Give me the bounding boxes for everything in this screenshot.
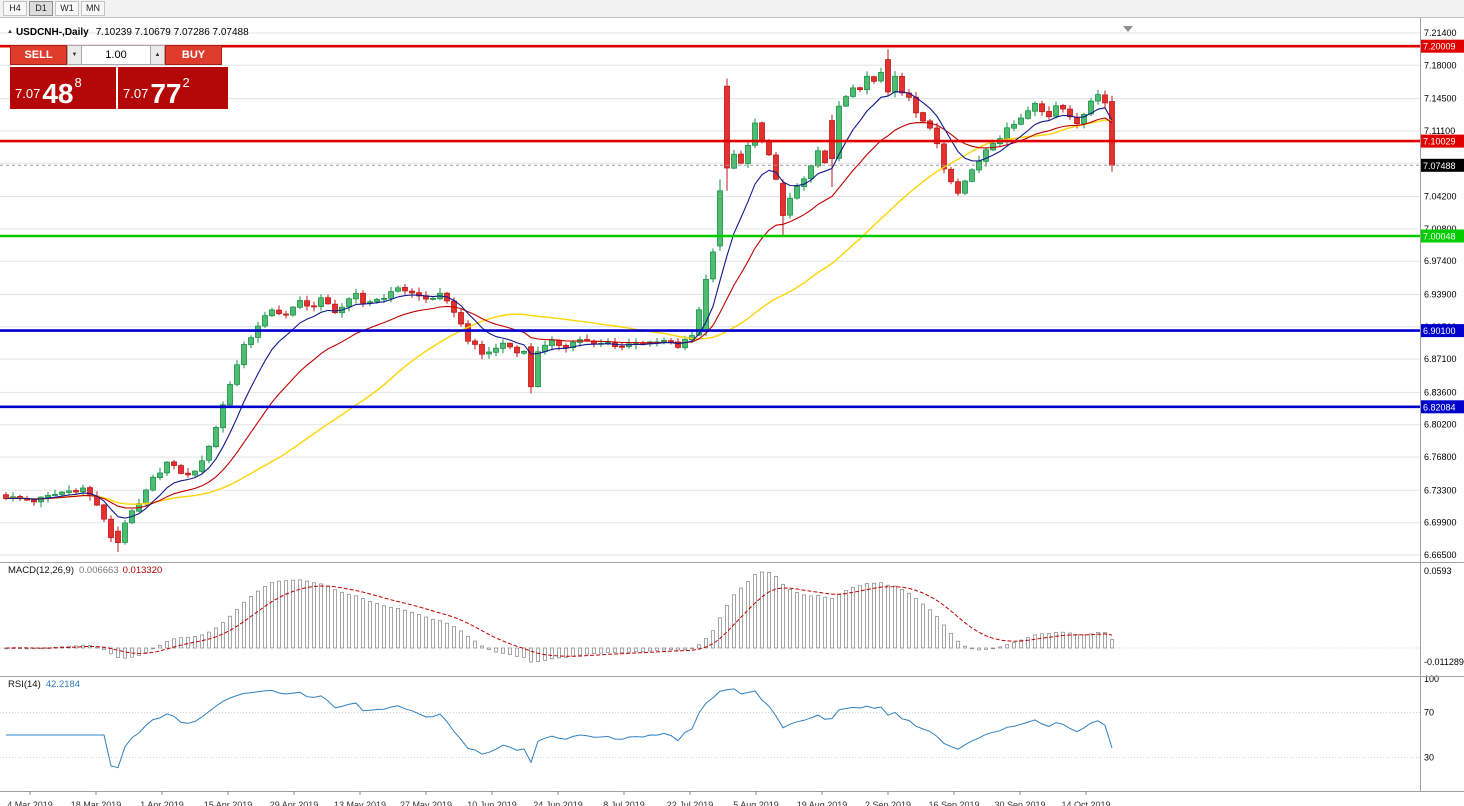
svg-text:15 Apr 2019: 15 Apr 2019 bbox=[204, 800, 253, 806]
sell-price-main: 48 bbox=[42, 77, 74, 109]
svg-text:19 Aug 2019: 19 Aug 2019 bbox=[797, 800, 848, 806]
buy-price-prefix: 7.07 bbox=[123, 86, 149, 101]
chart-shift-marker-icon[interactable] bbox=[1123, 26, 1133, 32]
svg-text:8 Jul 2019: 8 Jul 2019 bbox=[603, 800, 645, 806]
svg-text:7.18000: 7.18000 bbox=[1424, 60, 1457, 70]
price-gridlines bbox=[0, 32, 1420, 556]
macd-signal-line bbox=[5, 585, 1113, 657]
macd-axis-min: -0.011289 bbox=[1424, 657, 1464, 667]
sell-price-pip: 8 bbox=[74, 75, 82, 90]
level-price-badge: 7.20009 bbox=[1420, 39, 1464, 53]
macd-signal-value: 0.013320 bbox=[122, 565, 163, 576]
one-click-price-row: 7.07 48 8 7.07 77 2 bbox=[10, 67, 228, 109]
svg-text:7.00048: 7.00048 bbox=[1423, 232, 1456, 242]
price-axis[interactable]: 7.214007.180007.145007.111007.077007.042… bbox=[1424, 28, 1457, 560]
svg-text:7.21400: 7.21400 bbox=[1424, 28, 1457, 38]
buy-button[interactable]: BUY bbox=[165, 45, 222, 65]
svg-text:24 Jun 2019: 24 Jun 2019 bbox=[533, 800, 583, 806]
svg-text:22 Jul 2019: 22 Jul 2019 bbox=[667, 800, 714, 806]
svg-text:6.93900: 6.93900 bbox=[1424, 290, 1457, 300]
chart-symbol-label: USDCNH-,Daily bbox=[15, 27, 89, 38]
buy-price-display[interactable]: 7.07 77 2 bbox=[118, 67, 228, 109]
ma-slow-line bbox=[5, 119, 1113, 505]
level-lines[interactable] bbox=[0, 44, 1420, 409]
svg-text:6.87100: 6.87100 bbox=[1424, 354, 1457, 364]
volume-input[interactable] bbox=[82, 45, 150, 65]
svg-text:4 Mar 2019: 4 Mar 2019 bbox=[7, 800, 53, 806]
volume-increase-button[interactable]: ▲ bbox=[150, 45, 165, 65]
svg-text:16 Sep 2019: 16 Sep 2019 bbox=[928, 800, 979, 806]
chart-marker-icon: ▲ bbox=[7, 29, 13, 35]
timeframe-w1-button[interactable]: W1 bbox=[55, 1, 79, 16]
buy-price-main: 77 bbox=[150, 77, 182, 109]
ma-mid-line bbox=[5, 117, 1113, 509]
svg-text:7.14500: 7.14500 bbox=[1424, 94, 1457, 104]
chart-ohlc-values: 7.10239 7.10679 7.07286 7.07488 bbox=[95, 27, 249, 38]
macd-axis-max: 0.0593 bbox=[1424, 566, 1452, 576]
macd-label: MACD(12,26,9) 0.006663 0.013320 bbox=[8, 565, 162, 576]
svg-text:7.10029: 7.10029 bbox=[1423, 137, 1456, 147]
svg-text:14 Oct 2019: 14 Oct 2019 bbox=[1061, 800, 1110, 806]
one-click-order-row: SELL ▼ ▲ BUY bbox=[10, 45, 228, 65]
level-price-badge: 6.82084 bbox=[1420, 400, 1464, 414]
svg-text:6.90100: 6.90100 bbox=[1423, 326, 1456, 336]
level-price-badge: 6.90100 bbox=[1420, 324, 1464, 338]
timeframe-d1-button[interactable]: D1 bbox=[29, 1, 53, 16]
svg-text:6.73300: 6.73300 bbox=[1424, 485, 1457, 495]
timeframe-toolbar: H4 D1 W1 MN bbox=[0, 0, 1464, 18]
svg-text:6.80200: 6.80200 bbox=[1424, 420, 1457, 430]
svg-text:6.69900: 6.69900 bbox=[1424, 518, 1457, 528]
volume-decrease-button[interactable]: ▼ bbox=[67, 45, 82, 65]
svg-text:10 Jun 2019: 10 Jun 2019 bbox=[467, 800, 517, 806]
sell-button[interactable]: SELL bbox=[10, 45, 67, 65]
date-axis[interactable]: 4 Mar 2019 18 Mar 2019 1 Apr 2019 15 Apr 20… bbox=[7, 791, 1111, 806]
svg-text:6.82084: 6.82084 bbox=[1423, 402, 1456, 412]
chevron-down-icon: ▼ bbox=[71, 52, 78, 58]
svg-text:30: 30 bbox=[1424, 753, 1434, 763]
svg-text:7.04200: 7.04200 bbox=[1424, 192, 1457, 202]
svg-text:29 Apr 2019: 29 Apr 2019 bbox=[270, 800, 319, 806]
svg-text:7.00800: 7.00800 bbox=[1424, 224, 1457, 234]
svg-text:18 Mar 2019: 18 Mar 2019 bbox=[71, 800, 122, 806]
svg-text:30 Sep 2019: 30 Sep 2019 bbox=[994, 800, 1045, 806]
rsi-line bbox=[6, 688, 1113, 769]
level-price-badge: 7.00048 bbox=[1420, 229, 1464, 243]
svg-text:7.11100: 7.11100 bbox=[1424, 126, 1455, 136]
svg-text:13 May 2019: 13 May 2019 bbox=[334, 800, 386, 806]
macd-name: MACD(12,26,9) bbox=[8, 565, 74, 576]
svg-text:2 Sep 2019: 2 Sep 2019 bbox=[865, 800, 911, 806]
rsi-value: 42.2184 bbox=[45, 679, 81, 690]
svg-text:7.07488: 7.07488 bbox=[1423, 161, 1456, 171]
svg-text:70: 70 bbox=[1424, 708, 1434, 718]
svg-text:1 Apr 2019: 1 Apr 2019 bbox=[140, 800, 184, 806]
chevron-up-icon: ▲ bbox=[154, 52, 161, 58]
rsi-label: RSI(14) 42.2184 bbox=[8, 679, 80, 690]
svg-text:6.76800: 6.76800 bbox=[1424, 452, 1457, 462]
svg-text:6.66500: 6.66500 bbox=[1424, 550, 1457, 560]
svg-text:27 May 2019: 27 May 2019 bbox=[400, 800, 452, 806]
svg-text:6.97400: 6.97400 bbox=[1424, 256, 1457, 266]
svg-text:6.83600: 6.83600 bbox=[1424, 387, 1457, 397]
level-price-badge: 7.10029 bbox=[1420, 134, 1464, 148]
timeframe-h4-button[interactable]: H4 bbox=[3, 1, 27, 16]
sell-price-prefix: 7.07 bbox=[15, 86, 41, 101]
sell-price-display[interactable]: 7.07 48 8 bbox=[10, 67, 116, 109]
ma-fast-line bbox=[5, 91, 1113, 519]
buy-price-pip: 2 bbox=[182, 75, 190, 90]
svg-text:5 Aug 2019: 5 Aug 2019 bbox=[733, 800, 779, 806]
current-price-badge: 7.07488 bbox=[1420, 158, 1464, 172]
timeframe-mn-button[interactable]: MN bbox=[81, 1, 105, 16]
chart-title: ▲ USDCNH-,Daily 7.10239 7.10679 7.07286 7.… bbox=[7, 27, 249, 38]
svg-text:100: 100 bbox=[1424, 674, 1439, 684]
macd-main-value: 0.006663 bbox=[79, 565, 119, 576]
macd-histogram bbox=[4, 571, 1114, 663]
svg-text:7.20009: 7.20009 bbox=[1423, 42, 1456, 52]
rsi-name: RSI(14) bbox=[8, 679, 41, 690]
one-click-trading-panel: SELL ▼ ▲ BUY 7.07 48 8 7.07 77 2 bbox=[10, 45, 228, 109]
candles-layer bbox=[3, 49, 1115, 553]
